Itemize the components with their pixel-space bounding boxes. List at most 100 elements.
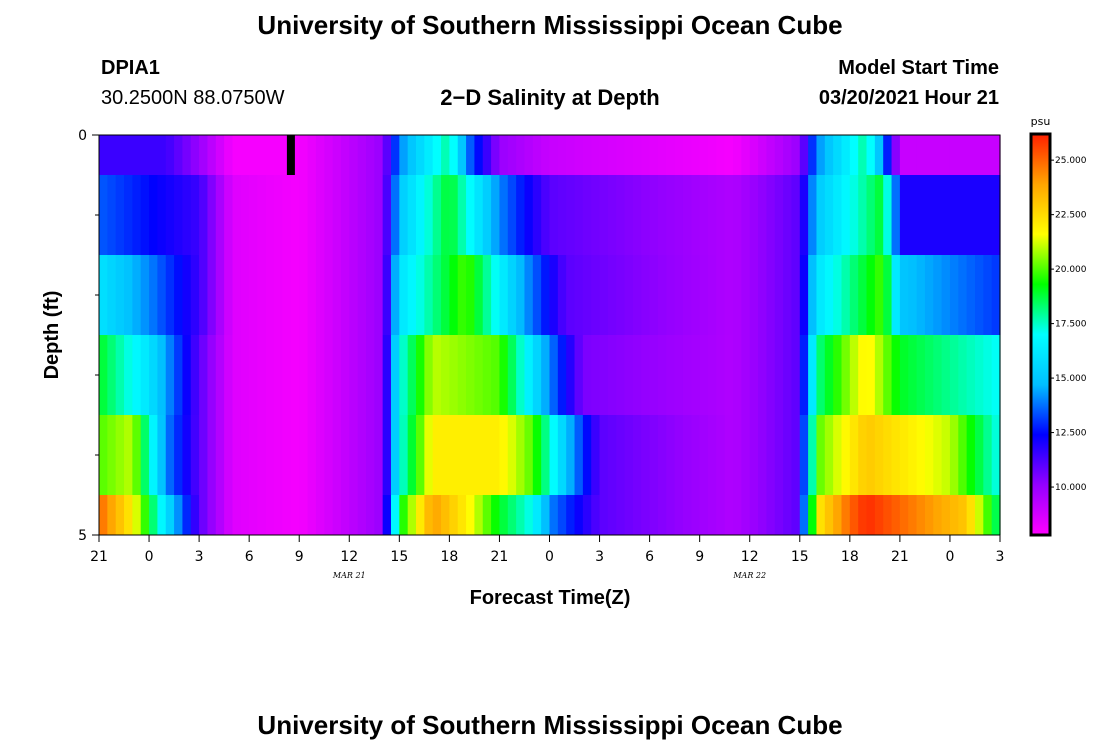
heat-cell <box>549 135 559 175</box>
heat-cell <box>407 415 417 495</box>
heat-cell <box>315 135 325 175</box>
heat-cell <box>983 175 993 255</box>
heat-cell <box>758 335 767 415</box>
heat-cell <box>883 135 893 175</box>
heat-cell <box>824 255 834 335</box>
heat-cell <box>858 135 868 175</box>
heatmap-cells <box>99 135 1001 535</box>
x-tick-label: 12 <box>340 549 358 565</box>
heat-cell <box>966 255 976 335</box>
heat-cell <box>741 175 751 255</box>
heat-cell <box>324 255 334 335</box>
heat-cell <box>182 495 192 535</box>
heat-cell <box>107 495 117 535</box>
heat-cell <box>949 495 959 535</box>
heat-cell <box>874 255 884 335</box>
heat-cell <box>657 415 667 495</box>
heat-cell <box>616 335 626 415</box>
heat-cell <box>132 335 142 415</box>
heat-cell <box>307 415 317 495</box>
heat-cell <box>407 495 417 535</box>
heat-cell <box>491 255 501 335</box>
heat-cell <box>682 415 692 495</box>
heat-cell <box>966 335 976 415</box>
heat-cell <box>566 135 576 175</box>
heat-cell <box>532 415 542 495</box>
heat-cell <box>549 335 559 415</box>
heat-cell <box>582 175 592 255</box>
heat-cell <box>340 495 350 535</box>
heat-cell <box>99 335 108 415</box>
heat-cell <box>783 335 793 415</box>
heat-cell <box>824 335 834 415</box>
heat-cell <box>257 335 267 415</box>
heat-cell <box>474 495 484 535</box>
heat-cell <box>249 175 259 255</box>
heat-cell <box>632 175 642 255</box>
heat-cell <box>332 495 342 535</box>
heat-cell <box>516 255 526 335</box>
heat-cell <box>449 175 459 255</box>
heat-cell <box>666 175 676 255</box>
heat-cell <box>499 175 509 255</box>
heat-cell <box>315 255 325 335</box>
heat-cell <box>916 135 926 175</box>
heat-cell <box>541 415 551 495</box>
heat-cell <box>624 335 634 415</box>
heat-cell <box>566 495 576 535</box>
heat-cell <box>107 255 117 335</box>
heat-cell <box>282 255 292 335</box>
heat-cell <box>557 415 567 495</box>
station-id: DPIA1 <box>101 57 160 79</box>
heat-cell <box>274 175 284 255</box>
heat-cell <box>466 495 476 535</box>
x-tick-label: 6 <box>645 549 654 565</box>
heat-cell <box>733 255 742 335</box>
heat-cell <box>499 135 509 175</box>
heat-cell <box>741 135 751 175</box>
heat-cell <box>374 495 384 535</box>
heat-cell <box>624 255 634 335</box>
y-tick-label: 5 <box>78 528 87 544</box>
heat-cell <box>624 415 634 495</box>
heat-cell <box>799 255 809 335</box>
heat-cell <box>883 335 893 415</box>
heat-cell <box>499 495 509 535</box>
x-tick-label: 21 <box>891 549 909 565</box>
heat-cell <box>841 135 851 175</box>
heat-cell <box>749 175 759 255</box>
heat-cell <box>541 135 551 175</box>
heat-cell <box>774 335 784 415</box>
heat-cell <box>808 495 818 535</box>
heat-cell <box>716 175 726 255</box>
heat-cell <box>290 495 300 535</box>
x-tick-label: 15 <box>791 549 809 565</box>
heat-cell <box>991 175 1001 255</box>
heat-cell <box>582 495 592 535</box>
heat-cell <box>482 335 492 415</box>
heat-cell <box>549 415 559 495</box>
x-tick-label: 9 <box>695 549 704 565</box>
heat-cell <box>708 175 717 255</box>
heat-cell <box>532 255 542 335</box>
heat-cell <box>174 415 184 495</box>
heat-cell <box>182 415 192 495</box>
heat-cell <box>716 135 726 175</box>
heat-cell <box>474 175 484 255</box>
colorbar-tick-label: 20.000 <box>1055 265 1087 275</box>
heat-cell <box>749 335 759 415</box>
heat-cell <box>407 255 417 335</box>
heat-cell <box>232 255 242 335</box>
heat-cell <box>441 175 450 255</box>
heat-cell <box>407 335 417 415</box>
heat-cell <box>574 135 584 175</box>
heat-cell <box>274 415 284 495</box>
heat-cell <box>924 415 934 495</box>
heat-cell <box>240 175 250 255</box>
heat-cell <box>733 415 742 495</box>
heat-cell <box>307 255 317 335</box>
heat-cell <box>791 415 801 495</box>
x-tick-label: 21 <box>491 549 509 565</box>
heat-cell <box>582 335 592 415</box>
